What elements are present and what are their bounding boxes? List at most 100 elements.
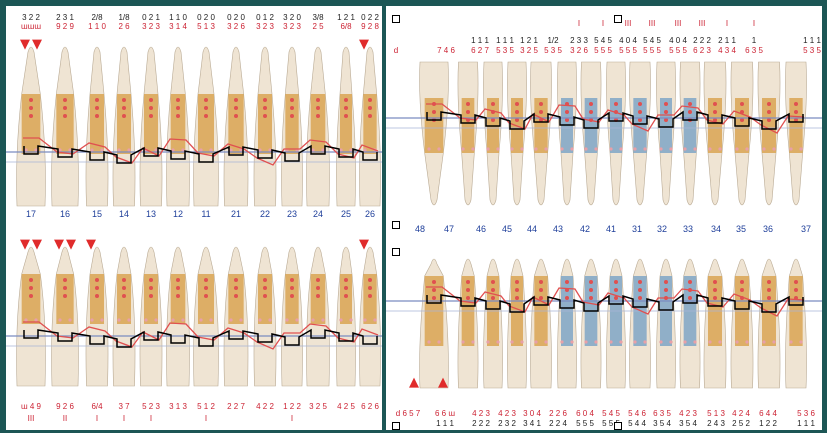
upper-jaw-chart: 3 2 2 2 3 1 2/8 1/8 0 2 1 1 1 0 0 2 0 0 2 0 0 1 … xyxy=(6,6,382,430)
lingual-header-mark: I xyxy=(725,19,729,28)
probing-depth-value: 5 5 5 xyxy=(602,419,620,428)
tooth[interactable] xyxy=(730,61,754,206)
probing-depth-value: 1 1 1 xyxy=(436,419,454,428)
furcation-icon: ▼ xyxy=(86,237,96,252)
probing-depth-value: 2 3 3 xyxy=(570,36,588,45)
attachment-level-line xyxy=(426,103,805,134)
gingival-margin-value: 1 1 0 xyxy=(88,22,106,31)
tooth[interactable] xyxy=(16,46,46,207)
tooth-number: 33 xyxy=(682,224,694,234)
chart-handle-bottom-left[interactable] xyxy=(392,422,400,430)
tooth[interactable] xyxy=(580,258,602,389)
tooth[interactable] xyxy=(730,258,754,389)
tooth[interactable] xyxy=(193,46,219,207)
probing-depth-value: 3/8 xyxy=(312,13,324,22)
tooth[interactable] xyxy=(166,246,190,387)
probing-depth-value: 1 2 2 xyxy=(759,419,777,428)
tooth[interactable] xyxy=(85,46,109,207)
tooth[interactable] xyxy=(785,258,807,389)
tooth[interactable] xyxy=(306,46,330,207)
tooth[interactable] xyxy=(51,46,79,207)
gingival-margin-value: ɯ 4 9 xyxy=(20,402,42,411)
tooth[interactable] xyxy=(679,61,701,206)
tooth-number: 11 xyxy=(201,209,211,219)
tooth[interactable] xyxy=(112,46,136,207)
tooth[interactable] xyxy=(606,61,626,206)
tooth[interactable] xyxy=(757,61,781,206)
tooth[interactable] xyxy=(306,246,330,387)
tooth[interactable] xyxy=(51,246,79,387)
tooth[interactable] xyxy=(656,61,676,206)
probing-depth-value: 5 4 5 xyxy=(643,36,661,45)
gingival-margin-value: 5 4 6 xyxy=(628,409,646,418)
tooth[interactable] xyxy=(223,246,249,387)
tooth[interactable] xyxy=(281,46,303,207)
tooth[interactable] xyxy=(457,258,479,389)
lingual-header-mark: III xyxy=(698,19,706,28)
tooth[interactable] xyxy=(785,61,807,206)
gingival-margin-value: 4 2 3 xyxy=(679,409,697,418)
tooth[interactable] xyxy=(139,246,163,387)
attachment-level-line xyxy=(23,137,379,166)
probing-depth-value: 0 2 1 xyxy=(142,13,160,22)
tooth[interactable] xyxy=(193,246,219,387)
probing-depth-value: 3 2 2 xyxy=(22,13,40,22)
tooth[interactable] xyxy=(606,258,626,389)
tooth[interactable] xyxy=(703,61,727,206)
tooth[interactable] xyxy=(656,258,676,389)
tooth[interactable] xyxy=(679,258,701,389)
probing-depth-value: 0 1 2 xyxy=(256,13,274,22)
tooth[interactable] xyxy=(112,246,136,387)
probing-depth-value: 0 2 0 xyxy=(197,13,215,22)
probing-depth-value: 2 5 2 xyxy=(732,419,750,428)
tooth[interactable] xyxy=(483,61,503,206)
tooth[interactable] xyxy=(530,258,552,389)
tooth[interactable] xyxy=(757,258,781,389)
tooth[interactable] xyxy=(483,258,503,389)
tooth-number: 24 xyxy=(312,209,324,219)
tooth[interactable] xyxy=(16,246,46,387)
tooth[interactable] xyxy=(507,258,527,389)
probing-depth-value: I xyxy=(290,414,294,423)
tooth[interactable] xyxy=(336,46,356,207)
tooth[interactable] xyxy=(457,61,479,206)
tooth[interactable] xyxy=(557,258,577,389)
chart-handle-mid-left[interactable] xyxy=(392,221,400,229)
tooth[interactable] xyxy=(580,61,602,206)
gingival-margin-value: 6 4 4 xyxy=(759,409,777,418)
chart-handle-mid-left-2[interactable] xyxy=(392,248,400,256)
tooth[interactable] xyxy=(281,246,303,387)
tooth[interactable] xyxy=(359,46,381,207)
tooth[interactable] xyxy=(703,258,727,389)
tooth[interactable] xyxy=(253,46,277,207)
gingival-margin-value: 6 2 7 xyxy=(471,46,489,55)
tooth[interactable] xyxy=(359,246,381,387)
tooth[interactable] xyxy=(253,246,277,387)
probing-depth-value: II xyxy=(62,414,68,423)
tooth[interactable] xyxy=(629,258,651,389)
tooth[interactable] xyxy=(139,46,163,207)
tooth[interactable] xyxy=(530,61,552,206)
tooth[interactable] xyxy=(419,61,449,206)
tooth[interactable] xyxy=(629,61,651,206)
tooth[interactable] xyxy=(557,61,577,206)
probing-depth-value: 5 4 5 xyxy=(594,36,612,45)
tooth[interactable] xyxy=(507,61,527,206)
furcation-icon: ▼ xyxy=(54,237,64,252)
lingual-header-mark: III xyxy=(648,19,656,28)
gingival-margin-value: d 6 5 7 xyxy=(395,409,421,418)
tooth[interactable] xyxy=(336,246,356,387)
tooth[interactable] xyxy=(223,46,249,207)
tooth-number: 45 xyxy=(501,224,513,234)
tooth[interactable] xyxy=(166,46,190,207)
chart-handle-bottom-center[interactable] xyxy=(614,422,622,430)
probing-depth-value: III xyxy=(27,414,35,423)
tooth[interactable] xyxy=(85,246,109,387)
chart-handle-top-left[interactable] xyxy=(392,15,400,23)
tooth[interactable] xyxy=(419,258,449,389)
tooth-number: 12 xyxy=(172,209,184,219)
chart-handle-top-center[interactable] xyxy=(614,15,622,23)
gingival-margin-value: 9 2 6 xyxy=(56,402,74,411)
gingival-margin-value: 2 2 6 xyxy=(549,409,567,418)
